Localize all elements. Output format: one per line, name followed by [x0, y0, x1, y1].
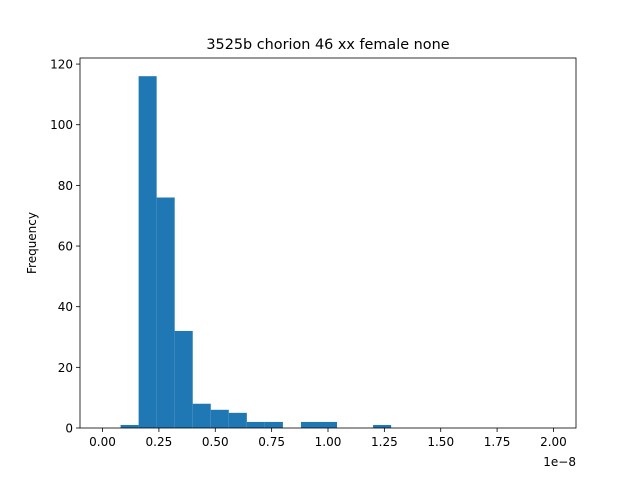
- histogram-bar: [138, 76, 157, 429]
- x-tick-label: 1.25: [371, 435, 398, 449]
- x-tick-label: 1.75: [484, 435, 511, 449]
- y-tick-label: 60: [58, 240, 73, 254]
- histogram-bar: [210, 409, 229, 428]
- histogram-bar: [192, 403, 211, 428]
- y-tick-label: 0: [65, 422, 73, 436]
- y-tick-label: 100: [50, 118, 73, 132]
- histogram-bar: [120, 424, 139, 428]
- histogram-bar: [318, 421, 338, 428]
- x-tick-label: 1.50: [427, 435, 454, 449]
- x-tick-label: 0.75: [258, 435, 285, 449]
- x-axis-offset-label: 1e−8: [543, 455, 576, 469]
- y-axis-ticks: 0 20 40 60 80 100 120: [50, 58, 80, 436]
- histogram-bar: [156, 197, 175, 428]
- bars-group: [120, 76, 392, 429]
- y-tick-label: 40: [58, 300, 73, 314]
- histogram-bar: [228, 412, 247, 428]
- x-tick-label: 0.50: [202, 435, 229, 449]
- histogram-bar: [174, 330, 193, 428]
- histogram-bar: [300, 421, 319, 428]
- histogram-bar: [373, 424, 392, 428]
- y-tick-label: 20: [58, 361, 73, 375]
- x-tick-label: 2.00: [540, 435, 567, 449]
- histogram-bar: [246, 421, 265, 428]
- x-tick-label: 1.00: [315, 435, 342, 449]
- x-tick-label: 0.25: [146, 435, 173, 449]
- x-tick-label: 0.00: [89, 435, 116, 449]
- histogram-bar: [264, 421, 283, 428]
- y-tick-label: 80: [58, 179, 73, 193]
- y-axis-label: Frequency: [25, 212, 39, 274]
- chart-title: 3525b chorion 46 xx female none: [206, 37, 449, 53]
- x-axis-ticks: 0.00 0.25 0.50 0.75 1.00 1.25 1.50 1.75 2.00: [89, 428, 567, 449]
- y-tick-label: 120: [50, 58, 73, 72]
